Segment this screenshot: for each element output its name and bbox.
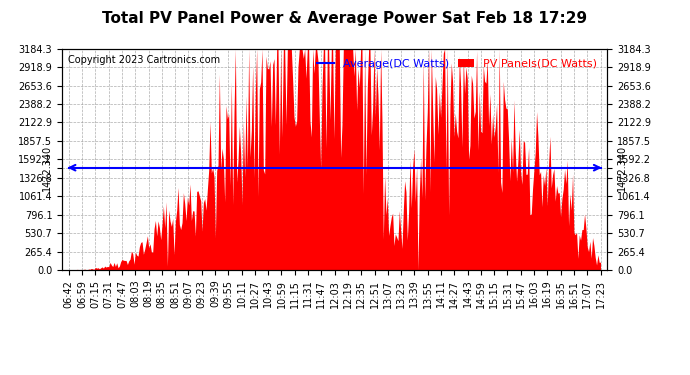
Legend: Average(DC Watts), PV Panels(DC Watts): Average(DC Watts), PV Panels(DC Watts): [313, 54, 602, 73]
Text: Total PV Panel Power & Average Power Sat Feb 18 17:29: Total PV Panel Power & Average Power Sat…: [102, 11, 588, 26]
Text: Copyright 2023 Cartronics.com: Copyright 2023 Cartronics.com: [68, 56, 219, 65]
